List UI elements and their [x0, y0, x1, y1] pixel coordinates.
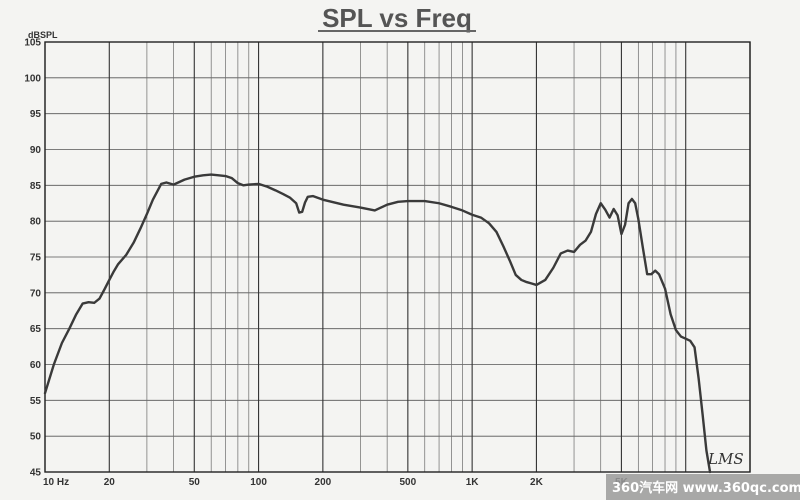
- y-tick-labels: 45 50 55 60 65 70 75 80 85 90 95 100 105: [24, 38, 41, 479]
- y-tick-label: 70: [30, 288, 42, 299]
- y-tick-label: 80: [30, 217, 42, 228]
- series-layer: [43, 173, 712, 474]
- x-tick-labels: 10 Hz20501002005001K2K5K: [43, 477, 629, 488]
- y-tick-label: 45: [30, 468, 42, 479]
- y-tick-label: 75: [30, 253, 42, 264]
- x-tick-label: 500: [400, 477, 417, 488]
- y-tick-label: 55: [30, 396, 42, 407]
- y-tick-label: 95: [30, 109, 42, 120]
- x-tick-label: 200: [315, 477, 332, 488]
- x-tick-label: 20: [104, 477, 116, 488]
- y-tick-label: 90: [30, 145, 42, 156]
- spl-curve: [43, 173, 712, 474]
- y-tick-label: 50: [30, 432, 42, 443]
- plot-border: [44, 41, 751, 473]
- y-tick-label: 85: [30, 181, 42, 192]
- x-tick-label: 50: [189, 477, 201, 488]
- y-tick-label: 100: [24, 73, 41, 84]
- watermark-band: [606, 474, 800, 500]
- x-tick-label: 100: [250, 477, 267, 488]
- y-tick-label: 105: [24, 38, 41, 49]
- watermark: 360汽车网 www.360qc.com: [612, 480, 800, 496]
- chart-title: SPL vs Freq: [322, 3, 472, 33]
- signature: LMS: [707, 450, 744, 468]
- x-tick-label: 1K: [466, 477, 480, 488]
- y-axis-label: dBSPL: [28, 30, 58, 40]
- x-tick-label: 2K: [530, 477, 544, 488]
- y-tick-label: 65: [30, 324, 42, 335]
- x-tick-label: 10 Hz: [43, 477, 69, 488]
- y-tick-label: 60: [30, 360, 42, 371]
